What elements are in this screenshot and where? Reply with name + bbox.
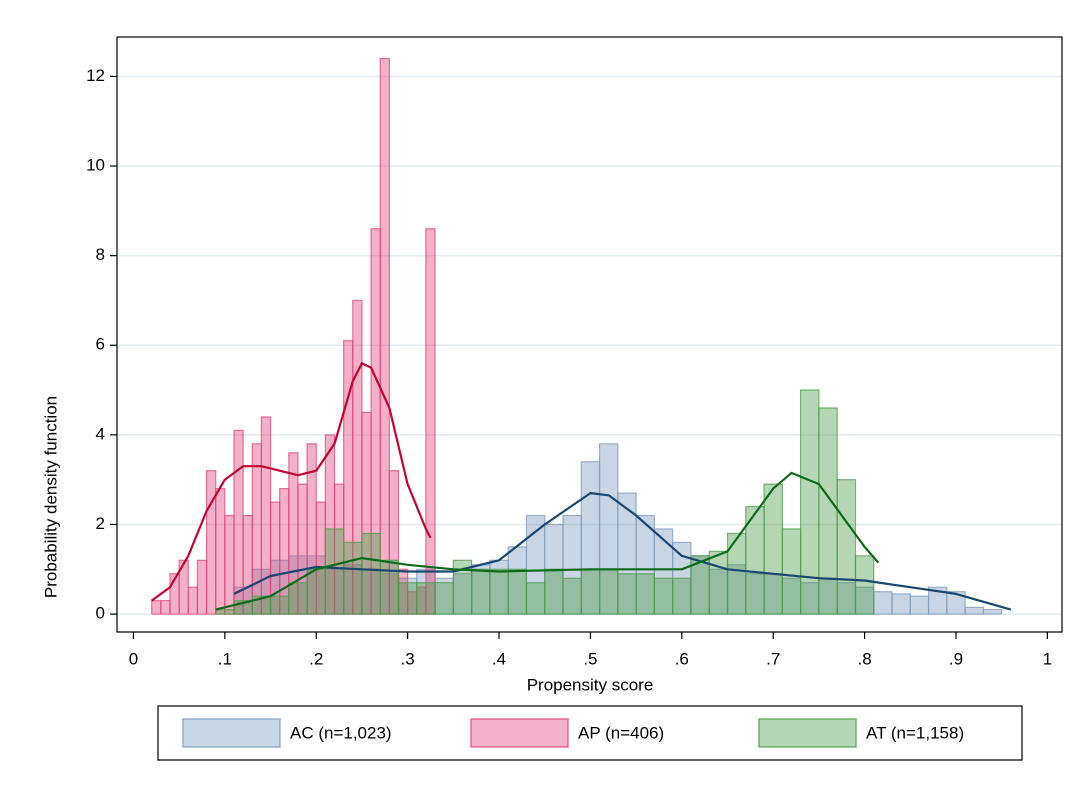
histogram-bar — [187, 586, 199, 615]
histogram-bar — [909, 595, 930, 615]
histogram-bar — [279, 488, 290, 615]
histogram-bar — [763, 483, 783, 615]
histogram-bar — [324, 528, 345, 615]
histogram-bar — [854, 555, 875, 615]
legend-label: AC (n=1,023) — [290, 723, 392, 742]
x-tick-label: .5 — [583, 649, 597, 668]
histogram-bar — [215, 488, 226, 615]
legend-swatch — [758, 718, 857, 748]
x-tick-label: .7 — [766, 649, 780, 668]
histogram-bar — [708, 550, 729, 615]
histogram-bar — [260, 416, 272, 615]
histogram-bar — [873, 591, 893, 615]
y-tick-label: 8 — [96, 245, 105, 264]
histogram-bar — [379, 57, 390, 615]
histogram-bar — [269, 595, 290, 615]
histogram-bar — [379, 559, 400, 615]
histogram-bar — [288, 582, 308, 615]
histogram-bar — [215, 608, 235, 615]
x-tick-label: .9 — [949, 649, 963, 668]
histogram-bar — [726, 532, 747, 615]
histogram-bar — [964, 606, 985, 615]
histogram-bar — [635, 573, 655, 615]
histogram-bar — [489, 568, 509, 615]
density-line — [215, 471, 880, 611]
histogram-bar — [507, 568, 528, 615]
x-tick-label: .8 — [857, 649, 871, 668]
histogram-bar — [160, 600, 171, 615]
histogram-bar — [196, 559, 208, 615]
histogram-bar — [233, 429, 244, 615]
x-tick-label: .6 — [675, 649, 689, 668]
legend: AC (n=1,023) AP (n=406) AT (n=1,158) — [182, 718, 964, 748]
grid — [117, 75, 1062, 615]
y-axis-label: Probability density function — [41, 396, 60, 598]
x-tick-label: .4 — [492, 649, 506, 668]
histogram-bar — [306, 568, 326, 615]
histogram-bar — [800, 389, 820, 615]
histogram-bar — [891, 593, 911, 615]
histogram-bar — [397, 582, 418, 615]
histogram-bar — [562, 577, 582, 615]
legend-swatch — [470, 718, 569, 748]
density-line — [151, 362, 432, 602]
x-tick-label: .3 — [401, 649, 415, 668]
histogram-bar — [672, 577, 692, 615]
histogram-bar — [781, 528, 802, 615]
histogram-bar — [525, 582, 546, 615]
density-lines — [151, 362, 1012, 611]
legend-box — [157, 705, 1023, 761]
legend-swatch — [182, 718, 281, 748]
legend-label: AP (n=406) — [578, 723, 664, 742]
histogram-bar — [224, 514, 235, 615]
histogram-bar — [361, 532, 381, 615]
x-tick-label: 0 — [129, 649, 138, 668]
x-tick-label: .1 — [218, 649, 232, 668]
histogram-bar — [982, 608, 1003, 615]
y-tick-label: 0 — [96, 604, 105, 623]
y-tick-label: 2 — [96, 514, 105, 533]
histogram-bar — [818, 407, 838, 615]
histogram-bar — [544, 568, 564, 615]
density-line — [233, 492, 1012, 611]
legend-label: AT (n=1,158) — [866, 723, 964, 742]
y-tick-label: 10 — [86, 156, 105, 175]
histogram-bar — [434, 582, 454, 615]
axes: 0 2 4 6 8 10 12 0 .1 .2 .3 .4 .5 .6 .7 .8 .9 1 — [86, 66, 1052, 669]
histogram-bar — [416, 582, 436, 615]
y-tick-label: 4 — [96, 424, 105, 443]
histogram-bar — [343, 541, 363, 615]
histogram-bar — [653, 577, 674, 615]
histogram-bar — [251, 443, 263, 615]
histogram-bar — [205, 470, 217, 615]
x-tick-label: 1 — [1043, 649, 1052, 668]
histogram-bar — [598, 568, 619, 615]
histogram-bar — [580, 568, 601, 615]
histogram-bar — [836, 479, 857, 615]
histogram-bar — [151, 600, 162, 615]
y-tick-label: 12 — [86, 66, 105, 85]
bars — [151, 57, 1003, 615]
plot-frame — [116, 36, 1063, 633]
histogram-bar — [946, 591, 966, 615]
y-tick-label: 6 — [96, 335, 105, 354]
histogram-bar — [242, 514, 253, 615]
histogram-bar — [425, 228, 436, 615]
x-axis-label: Propensity score — [527, 675, 654, 694]
histogram-bar — [471, 568, 491, 615]
histogram-bar — [617, 573, 637, 615]
x-tick-label: .2 — [309, 649, 323, 668]
